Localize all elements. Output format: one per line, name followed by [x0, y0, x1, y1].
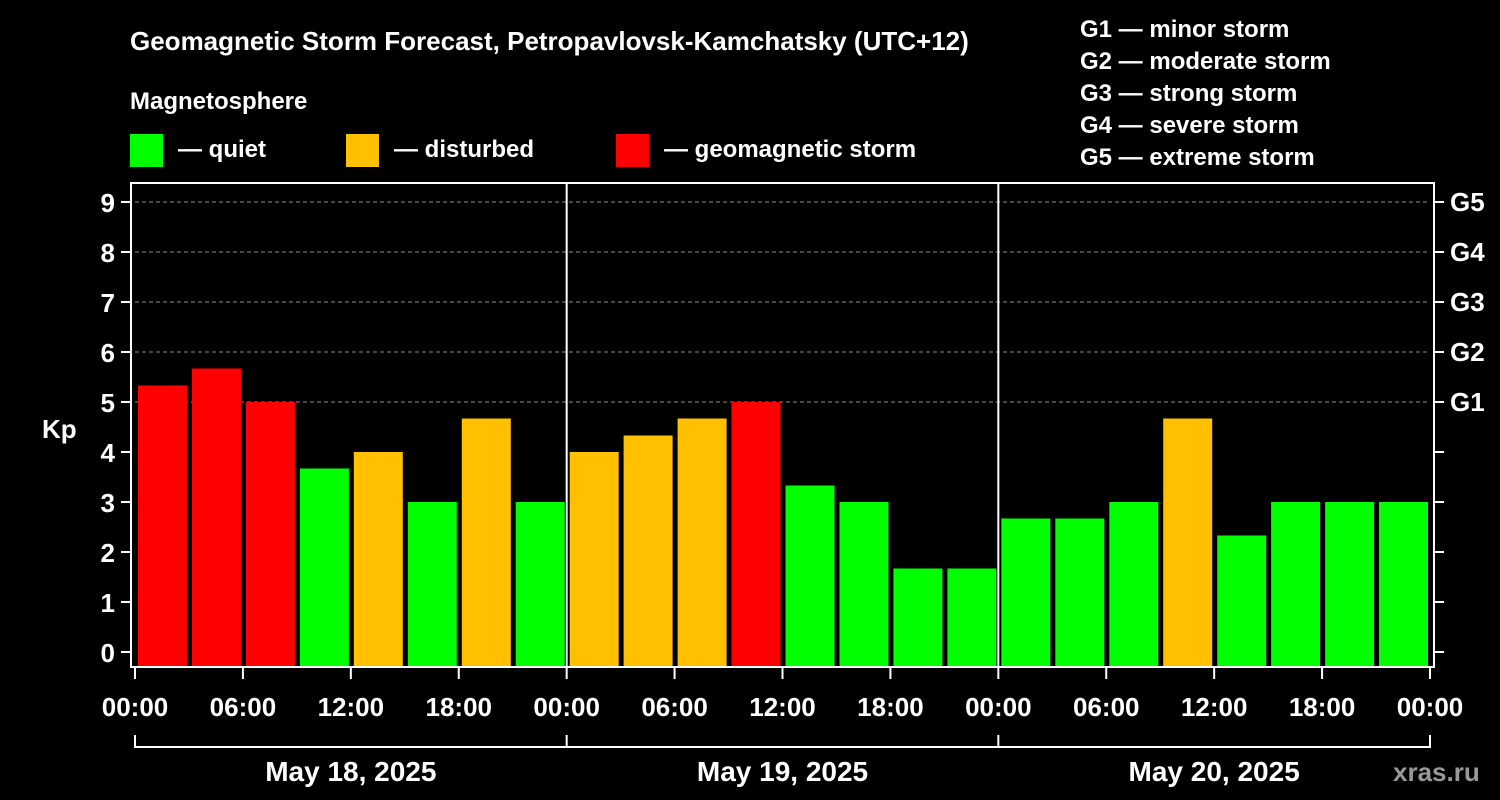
grid-lines — [135, 201, 1430, 403]
legend-label-storm: — geomagnetic storm — [664, 136, 916, 163]
x-tick-label-1: 06:00 — [210, 692, 277, 722]
watermark: xras.ru — [1393, 757, 1480, 787]
x-tick-labels: 00:00 06:00 12:00 18:00 00:00 06:00 12:00 18:00… — [102, 692, 1464, 722]
storm-level-labels: G1 G2 G3 G4 G5 — [1450, 187, 1485, 417]
y-tick-label-5: 5 — [101, 388, 115, 418]
y-tick-label-6: 6 — [101, 338, 115, 368]
x-tick-label-3: 18:00 — [426, 692, 493, 722]
y-tick-label-9: 9 — [101, 188, 115, 218]
bar-11 — [731, 402, 781, 667]
bar-1 — [192, 368, 241, 667]
bar-13 — [839, 502, 889, 667]
legend-swatch-storm — [616, 134, 649, 167]
bar-15 — [947, 568, 997, 667]
y-tick-label-1: 1 — [101, 588, 115, 618]
x-tick-label-4: 00:00 — [533, 692, 600, 722]
x-tick-label-9: 06:00 — [1073, 692, 1140, 722]
x-tick-label-7: 18:00 — [857, 692, 924, 722]
y-tick-label-7: 7 — [101, 288, 115, 318]
storm-key-item-g5: G5 — extreme storm — [1080, 144, 1315, 171]
storm-key: G1 — minor storm G2 — moderate storm G3 … — [1080, 16, 1331, 171]
y-tick-label-3: 3 — [101, 488, 115, 518]
bar-2 — [245, 402, 295, 667]
legend-swatch-quiet — [130, 134, 163, 167]
legend-title: Magnetosphere — [130, 88, 307, 115]
bar-19 — [1163, 418, 1213, 667]
x-tick-label-10: 12:00 — [1181, 692, 1248, 722]
bar-3 — [299, 468, 349, 667]
bar-23 — [1379, 502, 1428, 667]
storm-level-label-g5: G5 — [1450, 187, 1485, 217]
x-tick-label-2: 12:00 — [318, 692, 385, 722]
bar-9 — [623, 435, 673, 667]
storm-key-item-g3: G3 — strong storm — [1080, 80, 1297, 107]
day-labels: May 18, 2025 May 19, 2025 May 20, 2025 — [265, 756, 1300, 787]
y-axis-label: Kp — [42, 414, 77, 444]
bar-10 — [677, 418, 727, 667]
day-label-2: May 20, 2025 — [1129, 756, 1300, 787]
storm-key-item-g1: G1 — minor storm — [1080, 16, 1289, 43]
x-tick-label-5: 06:00 — [641, 692, 708, 722]
chart-title: Geomagnetic Storm Forecast, Petropavlovs… — [130, 26, 969, 56]
x-tick-label-8: 00:00 — [965, 692, 1032, 722]
y-tick-label-2: 2 — [101, 538, 115, 568]
day-label-1: May 19, 2025 — [697, 756, 868, 787]
bar-17 — [1055, 518, 1105, 667]
bar-18 — [1109, 502, 1159, 667]
x-tick-label-6: 12:00 — [749, 692, 816, 722]
storm-level-label-g2: G2 — [1450, 337, 1485, 367]
bar-12 — [785, 485, 835, 667]
bar-0 — [138, 385, 187, 667]
storm-level-label-g4: G4 — [1450, 237, 1485, 267]
bar-21 — [1271, 502, 1321, 667]
bar-6 — [461, 418, 511, 667]
bar-8 — [569, 452, 619, 667]
storm-level-label-g3: G3 — [1450, 287, 1485, 317]
x-tick-label-0: 00:00 — [102, 692, 169, 722]
bar-20 — [1217, 535, 1267, 667]
day-label-0: May 18, 2025 — [265, 756, 436, 787]
y-tick-label-8: 8 — [101, 238, 115, 268]
storm-key-item-g4: G4 — severe storm — [1080, 112, 1299, 139]
x-tick-label-12: 00:00 — [1397, 692, 1464, 722]
bars — [138, 368, 1428, 667]
legend-swatch-disturbed — [346, 134, 379, 167]
bar-4 — [353, 452, 403, 667]
y-tick-labels: 0 1 2 3 4 5 6 7 8 9 — [101, 188, 116, 668]
bar-7 — [515, 502, 565, 667]
axes — [121, 182, 1444, 748]
legend: Magnetosphere — quiet — disturbed — geom… — [130, 88, 916, 167]
storm-key-item-g2: G2 — moderate storm — [1080, 48, 1331, 75]
y-tick-label-4: 4 — [101, 438, 116, 468]
y-tick-label-0: 0 — [101, 638, 115, 668]
bar-16 — [1001, 518, 1051, 667]
bar-14 — [893, 568, 943, 667]
legend-label-disturbed: — disturbed — [394, 136, 534, 163]
x-tick-label-11: 18:00 — [1289, 692, 1356, 722]
bar-5 — [407, 502, 457, 667]
storm-level-label-g1: G1 — [1450, 387, 1485, 417]
bar-22 — [1325, 502, 1375, 667]
legend-label-quiet: — quiet — [178, 136, 266, 163]
